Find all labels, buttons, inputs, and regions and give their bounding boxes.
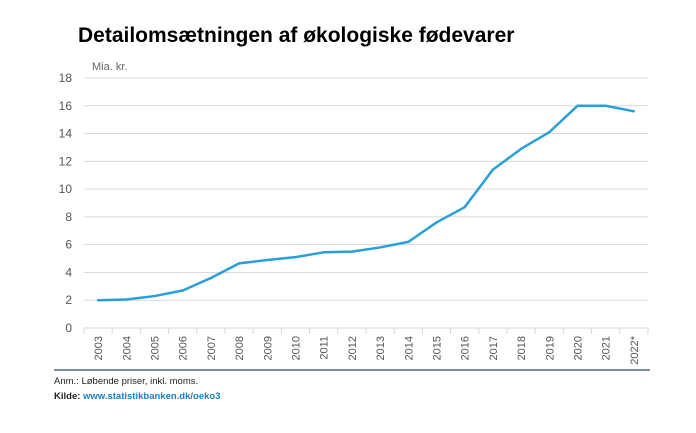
y-tick-label: 0 bbox=[65, 321, 72, 335]
x-tick-label: 2011 bbox=[319, 336, 331, 360]
x-tick-label: 2018 bbox=[516, 336, 528, 360]
x-tick-label: 2019 bbox=[544, 336, 556, 360]
x-tick-label: 2021 bbox=[601, 336, 613, 360]
data-point bbox=[153, 294, 156, 298]
x-tick-label: 2022* bbox=[629, 335, 641, 364]
x-tick-label: 2017 bbox=[488, 336, 500, 360]
data-point bbox=[266, 258, 269, 262]
y-tick-label: 6 bbox=[65, 238, 72, 252]
x-tick-label: 2016 bbox=[460, 336, 472, 360]
gridlines bbox=[83, 77, 649, 334]
y-tick-label: 12 bbox=[59, 154, 73, 168]
source-label: Kilde: bbox=[54, 391, 81, 402]
y-tick-label: 4 bbox=[65, 265, 72, 279]
data-point bbox=[604, 104, 607, 107]
data-point bbox=[322, 251, 325, 254]
data-point bbox=[491, 168, 495, 171]
data-point bbox=[576, 104, 579, 107]
x-tick-label: 2009 bbox=[262, 336, 274, 360]
y-tick-label: 14 bbox=[59, 127, 73, 141]
y-axis-unit-label: Mia. kr. bbox=[92, 61, 127, 73]
x-tick-label: 2007 bbox=[206, 336, 218, 360]
data-point bbox=[519, 147, 523, 151]
data-point bbox=[181, 289, 184, 292]
data-point bbox=[237, 262, 241, 265]
data-point bbox=[632, 110, 636, 113]
data-point bbox=[435, 221, 438, 224]
x-tick-label: 2020 bbox=[573, 336, 585, 360]
data-point bbox=[463, 205, 466, 209]
data-point bbox=[350, 250, 354, 253]
series-line bbox=[98, 104, 635, 302]
x-tick-label: 2004 bbox=[121, 336, 133, 360]
x-tick-label: 2005 bbox=[150, 336, 162, 360]
source-line: Kilde: www.statistikbanken.dk/oeko3 bbox=[54, 391, 220, 402]
data-series bbox=[96, 104, 636, 302]
data-point bbox=[96, 299, 100, 302]
source-link[interactable]: www.statistikbanken.dk/oeko3 bbox=[83, 391, 221, 402]
x-tick-label: 2012 bbox=[347, 336, 359, 360]
x-tick-label: 2014 bbox=[403, 336, 415, 360]
y-tick-label: 10 bbox=[59, 182, 73, 196]
x-tick-label: 2013 bbox=[375, 336, 387, 360]
x-tick-label: 2015 bbox=[432, 336, 444, 360]
data-point bbox=[209, 276, 213, 280]
data-point bbox=[125, 298, 128, 301]
x-axis-ticks: 2003 2004 2005 2006 2007 2008 2009 2010 2011 2012… bbox=[93, 335, 641, 364]
data-point bbox=[407, 240, 410, 244]
y-tick-label: 2 bbox=[65, 293, 72, 307]
x-tick-label: 2008 bbox=[234, 336, 246, 360]
x-tick-label: 2010 bbox=[291, 336, 303, 360]
x-tick-label: 2003 bbox=[93, 336, 105, 360]
y-tick-label: 16 bbox=[59, 99, 73, 113]
y-tick-label: 18 bbox=[59, 71, 73, 85]
data-point bbox=[294, 255, 297, 259]
chart-title: Detailomsætningen af økologiske fødevare… bbox=[78, 24, 515, 47]
y-tick-label: 8 bbox=[65, 210, 72, 224]
y-axis-ticks: 0 2 4 6 8 10 12 14 16 18 bbox=[59, 71, 73, 335]
annotation-note: Anm.: Løbende priser, inkl. moms. bbox=[54, 376, 199, 387]
x-tick-label: 2006 bbox=[178, 336, 190, 360]
data-point bbox=[548, 130, 551, 134]
data-point bbox=[378, 246, 382, 249]
